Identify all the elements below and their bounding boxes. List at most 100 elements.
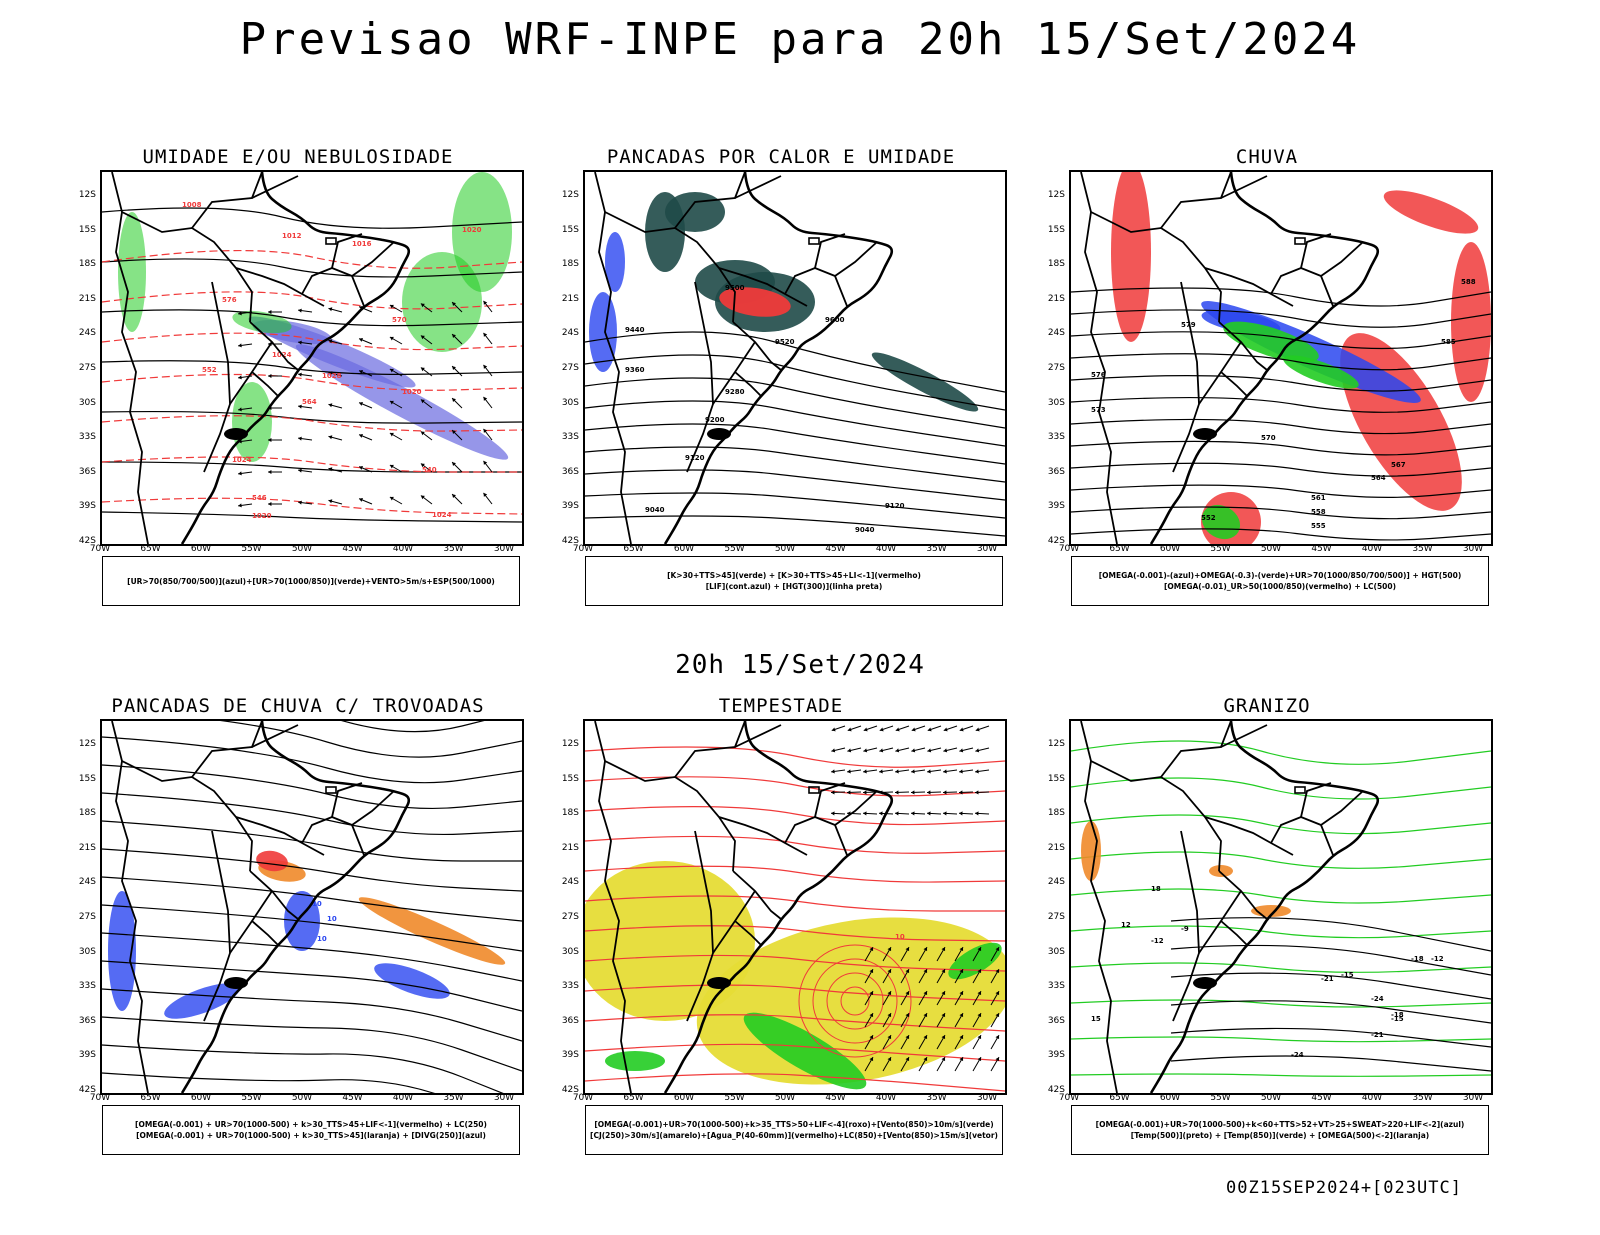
lat-tick-label: 12S [1047, 190, 1065, 200]
contour-label: -15 [1341, 971, 1354, 979]
wind-arrow-head [863, 748, 868, 753]
wind-arrow-head [995, 969, 1000, 974]
contour-label: 18 [1151, 885, 1161, 893]
streamlines [102, 721, 522, 1093]
lon-tick-label: 65W [623, 544, 644, 554]
wind-arrow-head [927, 769, 931, 774]
lon-tick-label: 50W [774, 1093, 796, 1103]
lake [1294, 786, 1306, 794]
wind-arrow-head [359, 466, 364, 470]
hgt-contour [585, 515, 1005, 537]
lon-tick-label: 65W [140, 1093, 161, 1103]
instability-red-cell [719, 287, 791, 317]
wind-arrow-head [959, 969, 964, 974]
contour-label: 570 [1261, 434, 1276, 442]
legend-line: [LIF](cont.azul) + [HGT(300)](linha pret… [705, 582, 883, 591]
lif-fill [645, 192, 979, 412]
map-base-layer [1080, 721, 1380, 1093]
wind-arrow-head [483, 300, 488, 305]
wind-arrow-head [863, 790, 867, 795]
lat-tick-label: 24S [561, 328, 579, 339]
panel-title: PANCADAS DE CHUVA C/ TROVOADAS [111, 695, 485, 717]
wind-arrow-head [959, 1035, 964, 1040]
hgt-contour [1071, 309, 1491, 328]
contour-label: 552 [202, 366, 217, 374]
streamline [220, 721, 522, 758]
lat-tick-label: 27S [1047, 363, 1065, 373]
lon-tick-label: 30W [493, 1093, 515, 1103]
wind-arrow-head [911, 748, 916, 753]
legend-line: [OMEGA(-0.001) + UR>70(1000-500) + k>30_… [135, 1120, 487, 1129]
lat-tick-label: 39S [1047, 501, 1065, 512]
contour-labels: 10 [895, 933, 905, 941]
lat-tick-label: 18S [561, 808, 579, 819]
wind-arrow-head [905, 947, 910, 952]
country-border [351, 241, 395, 277]
hgt-contour [1071, 440, 1491, 456]
hgt-contour [585, 354, 1005, 411]
contour-label: 9120 [685, 454, 705, 462]
wind-arrow-head [389, 432, 394, 437]
wind-arrow-head [887, 969, 892, 974]
wind-arrow-head [359, 434, 364, 438]
country-border [1172, 830, 1200, 1022]
wind-arrow-head [831, 727, 836, 732]
lon-tick-label: 45W [342, 544, 363, 554]
lat-tick-label: 39S [561, 501, 579, 512]
wind-arrow-head [879, 811, 883, 816]
legend-line: [OMEGA(-0.01)_UR>50(1000/850)(vermelho) … [1163, 582, 1397, 591]
wind-arrow-head [975, 769, 979, 774]
lon-tick-label: 50W [1260, 544, 1282, 554]
contour-label: -24 [1371, 995, 1384, 1003]
humidity-green-cell [118, 212, 146, 332]
legend-line: [OMEGA(-0.001)-(azul)+OMEGA(-0.3)-(verde… [1098, 571, 1462, 580]
temp850-contour [1071, 888, 1491, 904]
wind-arrow-head [389, 400, 394, 405]
wind-arrow-head [977, 947, 982, 952]
streamlines-850 [585, 746, 1005, 1092]
wind-arrow-head [869, 991, 874, 996]
lif-blue [589, 232, 625, 372]
wind-arrow-head [911, 790, 915, 795]
country-border [191, 172, 263, 229]
wind-arrow-head [420, 399, 425, 404]
lon-tick-label: 55W [241, 1093, 262, 1103]
thickness [102, 250, 522, 515]
divg-blue-cell [164, 983, 240, 1019]
country-border [203, 281, 231, 473]
lat-tick-label: 21S [561, 842, 579, 853]
wind-arrow-head [452, 430, 456, 434]
lake [1294, 237, 1306, 245]
country-border [331, 782, 363, 818]
lon-tick-label: 55W [724, 544, 745, 554]
lon-tick-label: 40W [1361, 1093, 1383, 1103]
country-border [734, 724, 782, 748]
country-border [1090, 211, 1222, 323]
lif-blue-cell [605, 232, 625, 292]
legend-box: [OMEGA(-0.001)-(azul)+OMEGA(-0.3)-(verde… [1071, 556, 1489, 606]
hgt-contour [585, 423, 1005, 465]
wind-arrow-head [420, 431, 425, 436]
lon-tick-label: 40W [1361, 544, 1383, 554]
country-border [718, 267, 808, 307]
hgt-contour [585, 492, 1005, 519]
thunder-red [256, 850, 288, 872]
map-tempestade: 10 [583, 719, 1007, 1095]
panel-tempestade: TEMPESTADE 10 [OMEGA(-0.001)+UR>70(1000-… [541, 695, 1021, 1235]
wind-arrow-head [452, 302, 456, 306]
lif-blue-cell [589, 292, 617, 372]
contour-label: 9520 [775, 338, 795, 346]
panel-umidade: UMIDADE E/OU NEBULOSIDADE 1008 1012 1016 10… [58, 146, 538, 686]
wind-arrow-head [995, 991, 1000, 996]
thickness-line [102, 456, 522, 473]
wind-arrow-head [959, 991, 964, 996]
lon-tick-label: 65W [623, 1093, 644, 1103]
lat-tick-label: 21S [78, 293, 96, 304]
wind-arrow-head [895, 769, 899, 774]
country-border [1080, 172, 1118, 544]
wind-arrow-head [887, 991, 892, 996]
wind-arrow-head [359, 402, 364, 406]
lon-tick-label: 70W [572, 1093, 594, 1103]
lon-tick-label: 30W [976, 544, 998, 554]
